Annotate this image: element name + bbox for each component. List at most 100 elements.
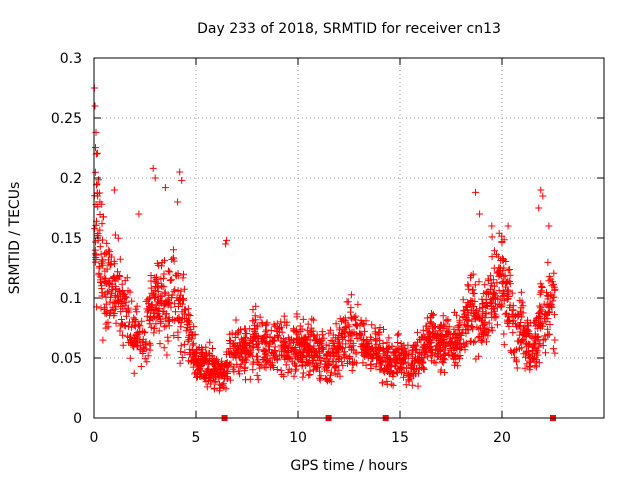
data-point	[206, 338, 214, 346]
data-point	[146, 339, 154, 347]
data-point	[273, 366, 281, 373]
data-point	[483, 329, 491, 337]
data-point	[307, 324, 315, 332]
data-point	[485, 277, 492, 285]
data-point	[91, 168, 99, 176]
data-point	[437, 345, 444, 353]
data-point	[142, 345, 150, 353]
data-point	[171, 317, 179, 325]
data-point	[402, 354, 409, 362]
data-point	[341, 327, 349, 335]
data-point	[222, 240, 230, 248]
data-point	[457, 331, 465, 339]
data-point	[389, 373, 397, 381]
data-point	[169, 254, 177, 262]
data-point	[513, 364, 521, 372]
data-point	[506, 266, 514, 273]
data-point	[409, 347, 417, 355]
data-point	[389, 381, 397, 389]
data-point	[538, 319, 546, 327]
data-point	[223, 359, 231, 366]
data-point	[278, 323, 285, 331]
data-point	[135, 210, 143, 218]
data-point	[482, 309, 490, 317]
data-point	[163, 351, 171, 359]
data-point	[225, 351, 233, 358]
data-point	[500, 272, 508, 280]
data-point	[116, 327, 124, 335]
data-point	[385, 334, 393, 342]
data-point	[323, 364, 331, 372]
data-point	[514, 312, 522, 320]
data-point	[463, 303, 471, 311]
y-tick-label: 0	[73, 411, 82, 427]
data-point	[494, 295, 502, 303]
data-point	[98, 220, 106, 228]
data-point	[375, 329, 383, 337]
data-point	[290, 372, 298, 380]
data-point	[126, 354, 134, 362]
data-point	[211, 368, 219, 376]
data-point	[144, 352, 152, 360]
data-point	[280, 372, 288, 380]
data-point	[95, 271, 103, 279]
data-point	[379, 339, 387, 347]
data-point	[464, 281, 472, 289]
data-point	[151, 174, 159, 182]
data-point	[459, 296, 467, 304]
data-point	[98, 292, 106, 300]
data-point	[348, 332, 356, 340]
data-point	[204, 377, 212, 385]
data-point	[516, 296, 524, 304]
data-point	[440, 351, 448, 359]
data-point	[259, 356, 267, 364]
data-point	[111, 231, 119, 239]
data-point	[452, 342, 460, 350]
data-point	[475, 315, 483, 322]
data-point	[495, 286, 503, 294]
data-point	[508, 289, 516, 297]
data-point	[146, 341, 154, 349]
data-point	[249, 343, 257, 351]
data-point	[251, 312, 259, 320]
data-point	[176, 359, 184, 367]
data-point	[302, 362, 310, 370]
data-point	[376, 356, 384, 364]
data-point	[189, 332, 197, 340]
data-point	[516, 328, 524, 336]
data-point	[245, 342, 253, 350]
data-point	[316, 376, 324, 384]
data-point	[256, 313, 264, 321]
data-point	[494, 268, 502, 276]
data-point	[186, 312, 194, 319]
data-point	[103, 308, 111, 316]
chart-title: Day 233 of 2018, SRMTID for receiver cn1…	[197, 21, 501, 37]
data-point	[200, 373, 208, 381]
data-point	[471, 281, 479, 289]
data-point	[500, 341, 508, 349]
data-point	[130, 343, 138, 351]
data-point	[482, 288, 490, 296]
data-point	[431, 332, 438, 340]
data-point	[357, 316, 365, 324]
data-point	[545, 303, 553, 311]
data-point	[184, 305, 192, 313]
data-point	[493, 303, 501, 311]
data-point	[363, 344, 371, 351]
data-point	[546, 300, 554, 308]
data-point	[542, 318, 550, 326]
data-point	[145, 302, 153, 310]
data-point	[103, 239, 111, 247]
data-point	[103, 265, 111, 273]
data-point	[168, 256, 176, 263]
data-point	[329, 340, 337, 347]
data-point	[481, 281, 489, 289]
data-point	[149, 315, 157, 323]
data-point	[203, 383, 211, 391]
data-point	[171, 286, 179, 294]
data-point	[425, 325, 433, 333]
data-point	[271, 347, 279, 354]
data-point	[535, 343, 543, 351]
data-point	[177, 348, 185, 356]
data-point	[97, 250, 105, 258]
